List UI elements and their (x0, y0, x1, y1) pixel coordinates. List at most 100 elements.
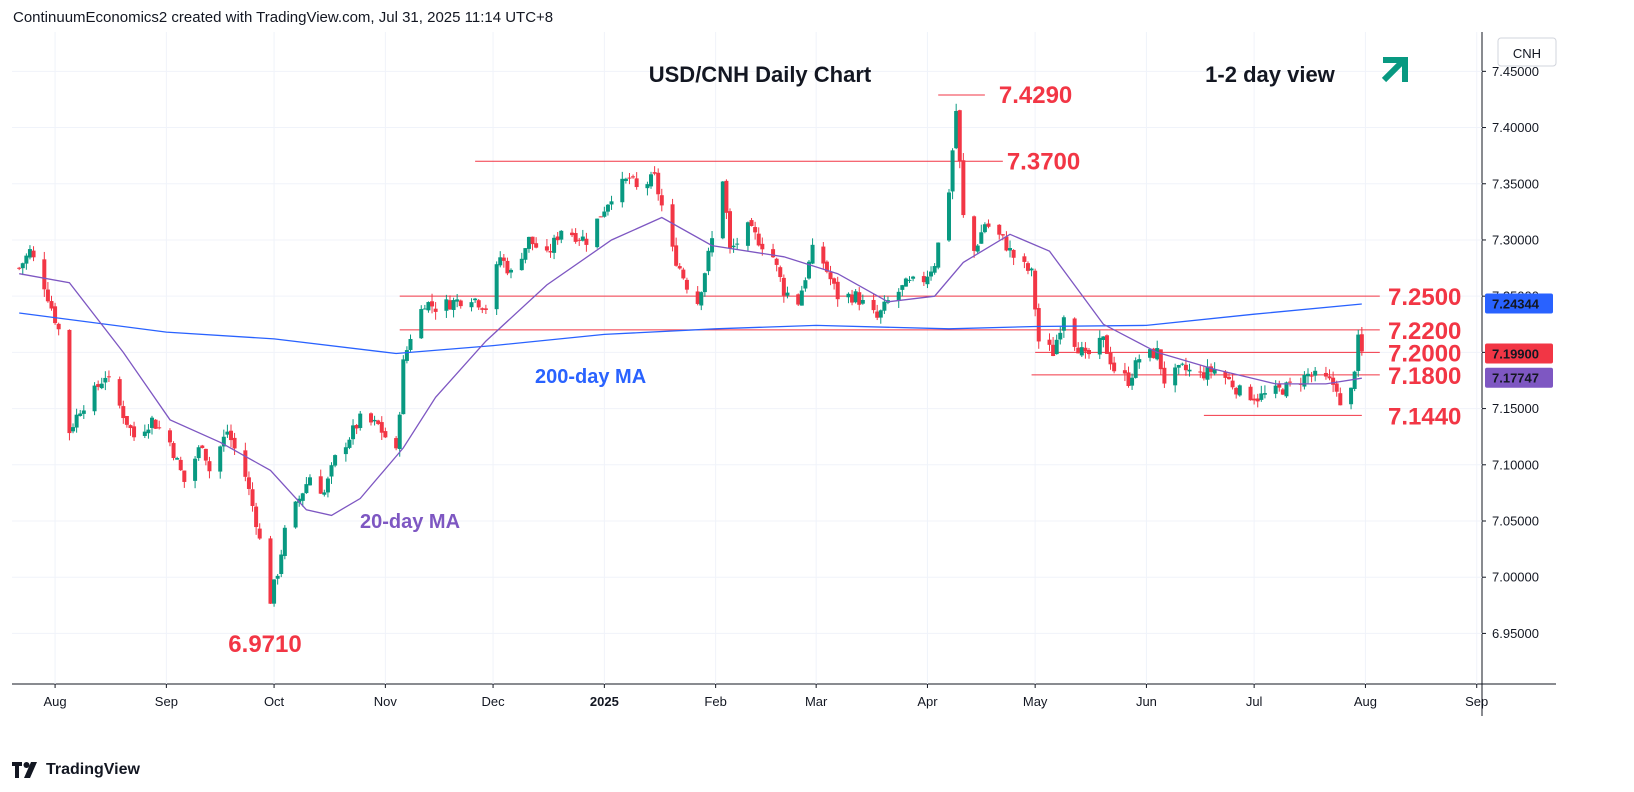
price-label-box (1485, 293, 1553, 314)
candle-body (92, 385, 97, 412)
candle-body (634, 178, 639, 188)
candle-body (1356, 334, 1361, 371)
candle-body (1309, 375, 1314, 377)
candle-body (699, 292, 704, 306)
candle-body (272, 579, 277, 604)
candle-body (1101, 336, 1106, 340)
candle-body (1025, 263, 1030, 271)
candle-body (422, 308, 427, 310)
candle-body (67, 329, 72, 434)
candle-body (936, 242, 941, 268)
candle-body (354, 425, 359, 429)
candle-body (1277, 384, 1282, 388)
price-label-box (1485, 343, 1553, 364)
candle-body (275, 575, 280, 579)
candle-body (900, 285, 905, 290)
candle-body (447, 300, 452, 310)
candle-body (925, 276, 930, 285)
candle-body (878, 310, 883, 318)
candle-body (24, 255, 29, 264)
candle-body (526, 236, 531, 249)
candle-body (178, 459, 183, 471)
candle-body (645, 184, 650, 189)
candle-body (167, 430, 172, 443)
candle-body (1076, 347, 1081, 354)
candle-body (254, 506, 259, 528)
currency-box (1497, 37, 1557, 67)
candle-body (372, 419, 377, 422)
candle-body (117, 379, 122, 406)
candle-body (552, 237, 557, 253)
candle-body (1209, 366, 1214, 372)
candle-body (724, 180, 729, 213)
candle-body (379, 422, 384, 433)
candle-body (835, 281, 840, 300)
y-tick-label: 7.30000 (1492, 232, 1539, 247)
candle-body (534, 243, 539, 248)
y-tick-label: 7.40000 (1492, 120, 1539, 135)
candle-body (1259, 393, 1264, 400)
candle-body (458, 300, 463, 307)
candle-body (1061, 317, 1066, 331)
candle-body (1302, 374, 1307, 387)
candle-body (548, 251, 553, 253)
candle-body (570, 232, 575, 236)
x-tick-label: Apr (917, 694, 938, 709)
candle-body (81, 410, 86, 414)
candle-body (146, 429, 151, 434)
ma200-annotation: 200-day MA (535, 366, 646, 388)
candle-body (221, 436, 226, 447)
candle-body (304, 484, 309, 494)
candle-body (1054, 339, 1059, 355)
candle-body (896, 291, 901, 301)
candle-body (1262, 393, 1267, 395)
level-label: 7.2000 (1388, 340, 1461, 367)
candle-body (857, 292, 862, 305)
candle-body (1237, 385, 1242, 396)
candle-body (430, 301, 435, 307)
candle-body (1359, 334, 1364, 352)
candle-body (1011, 249, 1016, 258)
candle-body (103, 377, 108, 383)
usdcnh-chart[interactable]: Aug Sep Oct Nov Dec 2025 Feb Mar Apr May Jun Jul Aug… (0, 0, 1634, 760)
candle-body (649, 174, 654, 187)
candle-body (1087, 349, 1091, 355)
price-label: 7.17747 (1492, 371, 1539, 386)
candle-body (1047, 339, 1052, 345)
candle-body (753, 227, 758, 233)
candle-body (268, 538, 273, 604)
candle-body (31, 250, 36, 258)
candle-body (1122, 370, 1127, 374)
candle-body (78, 413, 83, 416)
candle-body (1033, 270, 1038, 310)
candle-body (74, 414, 79, 428)
candle-body (325, 478, 330, 493)
candle-body (1162, 367, 1167, 384)
x-tick-label: Sep (1465, 694, 1488, 709)
tradingview-footer[interactable]: TradingView (12, 761, 140, 779)
price-label-box (1485, 367, 1553, 388)
candle-body (1187, 369, 1192, 372)
candle-body (232, 437, 237, 449)
y-tick-label: 7.45000 (1492, 64, 1539, 79)
candle-body (128, 425, 133, 429)
candle-body (1230, 380, 1235, 388)
level-label: 6.9710 (228, 631, 301, 658)
candle-body (218, 446, 223, 472)
candle-body (706, 250, 711, 272)
candle-body (1000, 234, 1005, 236)
candle-body (426, 302, 431, 311)
candle-body (401, 359, 406, 415)
y-tick-label: 7.00000 (1492, 570, 1539, 585)
candle-body (358, 413, 363, 428)
candle-body (828, 272, 833, 280)
candle-body (42, 259, 47, 290)
x-tick-label: Nov (374, 694, 398, 709)
candle-body (627, 177, 632, 179)
candle-body (684, 279, 689, 290)
candle-body (702, 273, 707, 293)
candle-body (853, 291, 858, 303)
candle-body (300, 493, 305, 501)
candle-body (796, 294, 801, 305)
candle-body (132, 426, 137, 438)
